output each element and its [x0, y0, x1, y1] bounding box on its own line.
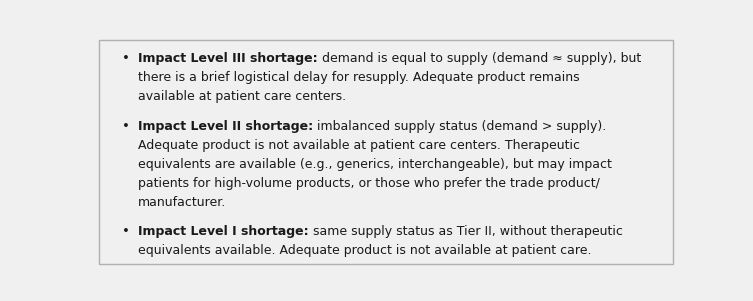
- Text: Impact Level III shortage:: Impact Level III shortage:: [138, 52, 318, 65]
- Text: manufacturer.: manufacturer.: [138, 196, 226, 209]
- Text: •: •: [122, 52, 130, 65]
- Text: demand is equal to supply (demand ≈ supply), but: demand is equal to supply (demand ≈ supp…: [318, 52, 641, 65]
- Text: patients for high-volume products, or those who prefer the trade product/: patients for high-volume products, or th…: [138, 177, 600, 190]
- Text: equivalents are available (e.g., generics, interchangeable), but may impact: equivalents are available (e.g., generic…: [138, 158, 611, 171]
- Text: there is a brief logistical delay for resupply. Adequate product remains: there is a brief logistical delay for re…: [138, 71, 580, 84]
- Text: Impact Level I shortage:: Impact Level I shortage:: [138, 225, 309, 238]
- Text: •: •: [122, 120, 130, 133]
- Text: available at patient care centers.: available at patient care centers.: [138, 90, 346, 103]
- Text: Impact Level II shortage:: Impact Level II shortage:: [138, 120, 313, 133]
- Text: imbalanced supply status (demand > supply).: imbalanced supply status (demand > suppl…: [313, 120, 606, 133]
- Text: same supply status as Tier II, without therapeutic: same supply status as Tier II, without t…: [309, 225, 623, 238]
- Text: Adequate product is not available at patient care centers. Therapeutic: Adequate product is not available at pat…: [138, 139, 580, 152]
- FancyBboxPatch shape: [99, 40, 673, 264]
- Text: equivalents available. Adequate product is not available at patient care.: equivalents available. Adequate product …: [138, 244, 591, 257]
- Text: •: •: [122, 225, 130, 238]
